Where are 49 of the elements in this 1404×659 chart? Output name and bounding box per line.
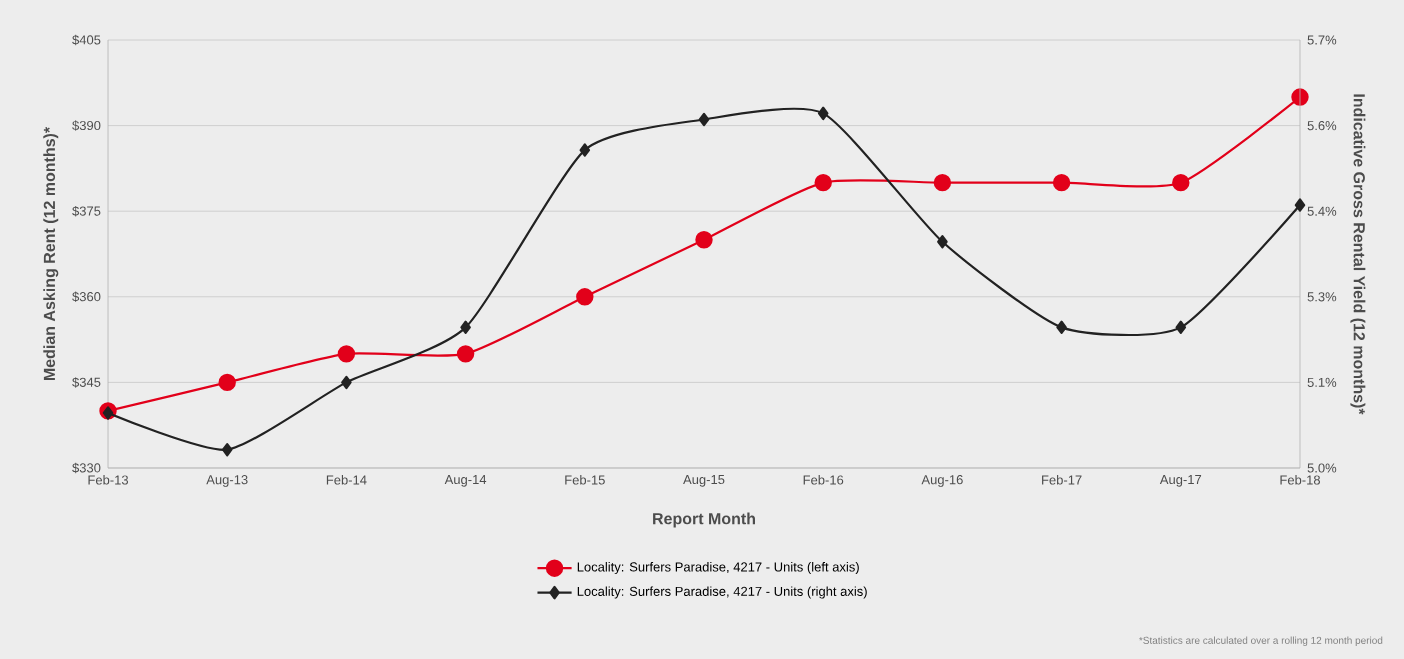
point (102, 406, 114, 420)
y2-tick-label: 5.1% (1307, 377, 1337, 387)
x-tick-label: Feb-18 (1280, 475, 1321, 485)
point (698, 112, 710, 127)
point (1175, 320, 1187, 335)
point (576, 288, 594, 306)
y2-tick-label: 5.0% (1307, 463, 1337, 473)
point (456, 345, 475, 363)
x-tick-label: Aug-16 (921, 475, 963, 487)
x-tick-label: Aug-14 (444, 475, 487, 487)
point (817, 106, 829, 121)
y2-tick-label: 5.6% (1307, 121, 1337, 131)
point (937, 235, 948, 249)
y-tick-label: $360 (72, 291, 101, 303)
y-tick-label: $405 (72, 34, 101, 46)
x-tick-label: Feb-14 (326, 475, 367, 485)
x-tick-label: Feb-13 (88, 475, 129, 485)
text: *Statistics are calculated over a rolling 12 month period (1139, 636, 1383, 646)
point (933, 173, 952, 192)
y2-tick-label: 5.4% (1307, 206, 1337, 216)
point (337, 345, 356, 363)
y-tick-label: $390 (72, 120, 101, 131)
y-tick-label: $330 (72, 462, 101, 474)
x-tick-label: Feb-16 (803, 475, 844, 485)
x-tick-label: Feb-15 (565, 475, 605, 485)
point (579, 143, 591, 157)
y-axis-title: Median Asking Rent (12 months)* (43, 126, 59, 381)
point (695, 231, 713, 249)
y2-tick-label: 5.3% (1307, 292, 1337, 302)
y2-axis-title: Indicative Gross Rental Yield (12 months)* (1350, 94, 1366, 415)
point (1052, 173, 1071, 192)
point (1172, 173, 1190, 192)
point (460, 320, 471, 335)
point (1056, 320, 1067, 335)
x-tick-label: Aug-15 (683, 475, 725, 487)
point (814, 173, 832, 192)
point (218, 373, 236, 392)
y-tick-label: $345 (72, 377, 101, 388)
legend-label: Locality: Surfers Paradise, 4217 - Units (left axis) (577, 562, 859, 575)
x-tick-label: Aug-17 (1159, 475, 1202, 487)
y2-tick-label: 5.7% (1307, 35, 1337, 45)
point (341, 375, 352, 390)
point (1294, 198, 1306, 212)
y-tick-label: $375 (72, 205, 101, 217)
legend-label: Locality: Surfers Paradise, 4217 - Units (right axis) (577, 586, 867, 599)
x-tick-label: Aug-13 (206, 475, 248, 487)
x-tick-label: Feb-17 (1042, 475, 1082, 485)
x-axis-title: Report Month (653, 512, 755, 528)
point (221, 442, 233, 457)
